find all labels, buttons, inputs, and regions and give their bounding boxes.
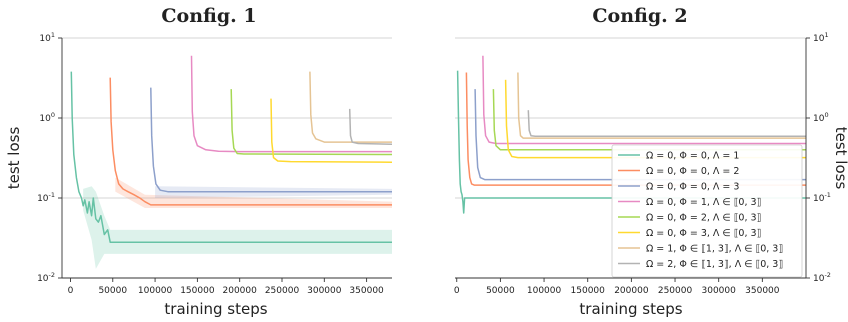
series-line — [150, 87, 392, 193]
x-tick-label: 0 — [454, 286, 460, 296]
series-band — [83, 186, 393, 269]
x-tick-label: 150000 — [571, 286, 606, 296]
series-line — [504, 79, 806, 159]
y-tick-label: 101 — [39, 31, 55, 44]
tick-labels: 10-2 10-1 100 101 0 50000 100000 150000 200000 25… — [37, 31, 384, 296]
series-line — [492, 89, 806, 151]
legend-label: Ω = 0, Φ = 0, Λ = 2 — [646, 166, 739, 177]
y-tick-label: 10-2 — [813, 271, 831, 284]
x-tick-label: 100000 — [527, 286, 562, 296]
series-line — [482, 55, 806, 145]
x-tick-label: 200000 — [223, 286, 258, 296]
series-band — [115, 177, 393, 208]
y-tick-label: 10-1 — [37, 191, 55, 204]
y-tick-label: 101 — [813, 31, 829, 44]
x-tick-label: 300000 — [307, 286, 342, 296]
legend-label: Ω = 2, Φ ∈ ⟦1, 3⟧, Λ ∈ ⟦0, 3⟧ — [646, 259, 783, 270]
x-tick-label: 300000 — [702, 286, 737, 296]
x-tick-label: 50000 — [98, 286, 127, 296]
legend: Ω = 0, Φ = 0, Λ = 1 Ω = 0, Φ = 0, Λ = 2 Ω … — [611, 144, 803, 278]
series-line — [70, 71, 392, 243]
y-tick-label: 10-2 — [37, 271, 55, 284]
legend-label: Ω = 1, Φ ∈ ⟦1, 3⟧, Λ ∈ ⟦0, 3⟧ — [646, 244, 783, 255]
x-tick-label: 350000 — [349, 286, 384, 296]
series-lines — [456, 55, 806, 214]
y-tick-label: 10-1 — [813, 191, 831, 204]
series-line — [527, 110, 806, 138]
series-line — [109, 77, 392, 206]
chart-title: Config. 1 — [161, 5, 256, 27]
x-axis-label: training steps — [579, 300, 682, 318]
series-line — [270, 98, 393, 163]
x-tick-label: 0 — [68, 286, 74, 296]
chart-title: Config. 2 — [592, 5, 687, 27]
panel-config-2: Config. 2 test loss training steps 10-21… — [454, 5, 848, 318]
series-line — [309, 71, 392, 143]
legend-label: Ω = 0, Φ = 1, Λ ∈ ⟦0, 3⟧ — [646, 197, 761, 208]
axes — [455, 37, 810, 282]
x-tick-label: 50000 — [486, 286, 515, 296]
y-tick-label: 100 — [39, 111, 55, 124]
tick-labels: 10-2 10-1 100 101 0 50000 100000 150000 200000 25… — [454, 31, 831, 296]
series-line — [456, 70, 806, 214]
series-lines — [70, 55, 393, 243]
series-line — [474, 89, 806, 181]
panel-config-1: Config. 1 test loss training steps 10-21… — [5, 5, 393, 318]
series-line — [465, 72, 806, 186]
x-tick-label: 250000 — [265, 286, 300, 296]
series-line — [230, 89, 393, 156]
legend-box — [611, 144, 803, 278]
x-axis-label: training steps — [164, 300, 267, 318]
x-tick-label: 100000 — [138, 286, 173, 296]
y-tick-label: 100 — [813, 111, 829, 124]
series-line — [190, 55, 392, 153]
legend-label: Ω = 0, Φ = 2, Λ ∈ ⟦0, 3⟧ — [646, 213, 761, 224]
x-tick-label: 250000 — [658, 286, 693, 296]
legend-label: Ω = 0, Φ = 3, Λ ∈ ⟦0, 3⟧ — [646, 228, 761, 239]
y-axis-label: test loss — [5, 127, 23, 190]
legend-label: Ω = 0, Φ = 0, Λ = 3 — [646, 182, 739, 193]
x-tick-label: 350000 — [745, 286, 780, 296]
x-tick-label: 200000 — [614, 286, 649, 296]
series-line — [517, 72, 806, 139]
x-tick-label: 150000 — [180, 286, 215, 296]
y-axis-label: test loss — [832, 127, 848, 190]
series-line — [348, 108, 393, 145]
axes — [58, 37, 392, 282]
legend-label: Ω = 0, Φ = 0, Λ = 1 — [646, 151, 739, 162]
